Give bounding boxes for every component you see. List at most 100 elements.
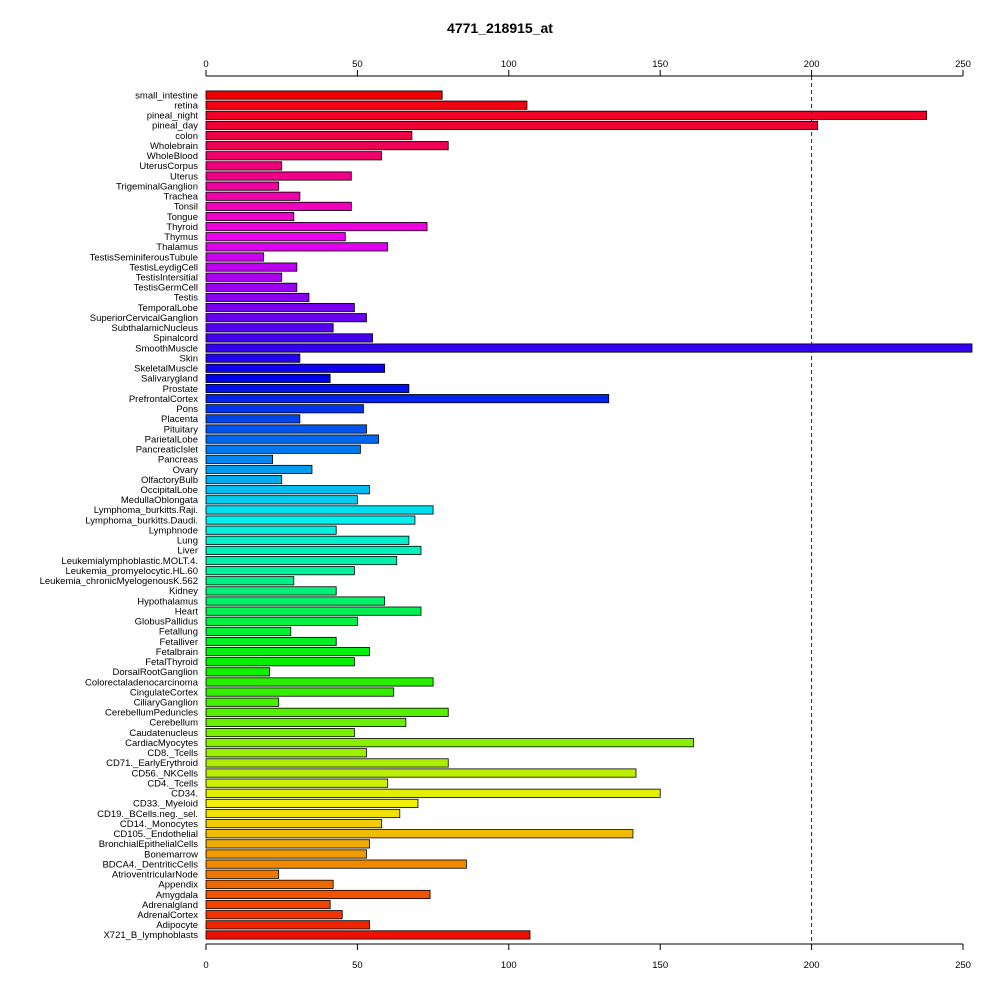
category-label: X721_B_lymphoblasts: [103, 930, 198, 941]
category-label: Appendix: [158, 880, 198, 891]
category-label: Liver: [177, 546, 198, 557]
bar: [205, 90, 443, 100]
bar: [205, 100, 528, 110]
category-label: Tongue: [167, 212, 198, 223]
category-label: PrefrontalCortex: [129, 394, 198, 405]
category-label: Heart: [175, 606, 199, 617]
bar: [205, 647, 370, 657]
bar: [205, 151, 383, 161]
top-axis-tick-label: 150: [652, 59, 668, 70]
category-label: Kidney: [169, 586, 198, 597]
bar: [205, 383, 410, 394]
bar: [205, 434, 379, 444]
bar: [205, 485, 370, 495]
bar: [205, 272, 283, 282]
category-label: CD8._Tcells: [147, 748, 198, 759]
bar: [205, 687, 395, 697]
bar: [205, 859, 467, 869]
category-label: Cerebellum: [149, 718, 198, 729]
bar: [205, 555, 398, 566]
category-label: Tonsil: [174, 202, 198, 213]
top-axis-tick-label: 250: [955, 59, 971, 70]
bar: [205, 353, 301, 363]
category-label: CD14._Monocytes: [120, 819, 198, 830]
bar: [205, 475, 283, 485]
bottom-axis-tick-label: 100: [501, 960, 517, 971]
category-label: BDCA4._DentriticCells: [102, 859, 198, 870]
bar: [205, 525, 337, 535]
category-label: SubthalamicNucleus: [111, 323, 198, 334]
bar: [205, 464, 313, 475]
bar: [205, 879, 334, 889]
bar: [205, 576, 295, 586]
category-label: Pancreas: [158, 455, 198, 466]
category-label: Placenta: [161, 414, 199, 425]
category-label: Spinalcord: [153, 333, 198, 344]
category-label: Skin: [180, 353, 198, 364]
category-label: Fetallung: [159, 627, 198, 638]
category-label: TestisGermCell: [134, 283, 198, 294]
bar: [205, 222, 428, 232]
bar: [205, 535, 410, 545]
bar: [205, 667, 270, 677]
category-label: Adipocyte: [156, 920, 198, 931]
category-label: Lung: [177, 536, 198, 547]
bar: [205, 141, 449, 151]
category-label: CD19._BCells.neg._sel.: [97, 809, 198, 820]
category-label: Ovary: [173, 465, 199, 476]
category-label: small_intestine: [135, 90, 198, 101]
bar: [205, 778, 389, 788]
bar: [205, 758, 449, 768]
bar: [205, 505, 434, 515]
top-axis-tick-label: 0: [203, 59, 208, 70]
category-label: CD71._EarlyErythroid: [106, 758, 198, 769]
category-label: Leukemialymphoblastic.MOLT.4.: [61, 556, 198, 567]
category-label: SuperiorCervicalGanglion: [90, 313, 198, 324]
category-label: SmoothMuscle: [135, 343, 198, 354]
bar: [205, 889, 431, 900]
bar: [205, 768, 637, 778]
bottom-axis-tick-label: 50: [352, 960, 363, 971]
bar: [205, 191, 301, 201]
bar: [205, 232, 346, 242]
category-label: Thyroid: [166, 222, 198, 233]
bar: [205, 171, 352, 181]
bar: [205, 657, 355, 667]
bar: [205, 363, 386, 373]
bar: [205, 181, 280, 191]
bar: [205, 910, 343, 920]
category-label: Wholebrain: [150, 141, 198, 152]
bar: [205, 798, 419, 808]
bar: [205, 626, 292, 636]
category-label: Leukemia_promyelocytic.HL.60: [65, 566, 198, 577]
category-label: Trachea: [164, 192, 199, 203]
top-axis-tick-label: 50: [352, 59, 363, 70]
category-label: CardiacMyocytes: [125, 738, 198, 749]
category-label: TestisSeminiferousTubule: [90, 252, 198, 263]
top-axis-tick-label: 200: [804, 59, 820, 70]
bar: [205, 819, 383, 829]
category-label: CerebellumPeduncles: [105, 708, 198, 719]
category-label: Thymus: [164, 232, 198, 243]
category-label: Uterus: [170, 171, 198, 182]
category-label: Prostate: [163, 384, 198, 395]
bar: [205, 303, 355, 313]
category-label: Adrenalgland: [142, 900, 198, 911]
category-label: pineal_day: [152, 121, 198, 132]
bar: [205, 252, 264, 262]
bar: [205, 201, 352, 211]
bar: [205, 454, 274, 464]
category-label: CD34.: [171, 789, 198, 800]
bottom-axis-tick-label: 150: [652, 960, 668, 971]
category-label: MedullaOblongata: [121, 495, 199, 506]
bar: [205, 242, 389, 252]
bar: [205, 748, 367, 758]
category-label: Pituitary: [164, 424, 199, 435]
bar: [205, 616, 358, 626]
bar: [205, 323, 334, 333]
bar: [205, 920, 370, 930]
category-label: Thalamus: [156, 242, 198, 253]
category-label: WholeBlood: [147, 151, 198, 162]
bar: [205, 717, 407, 727]
